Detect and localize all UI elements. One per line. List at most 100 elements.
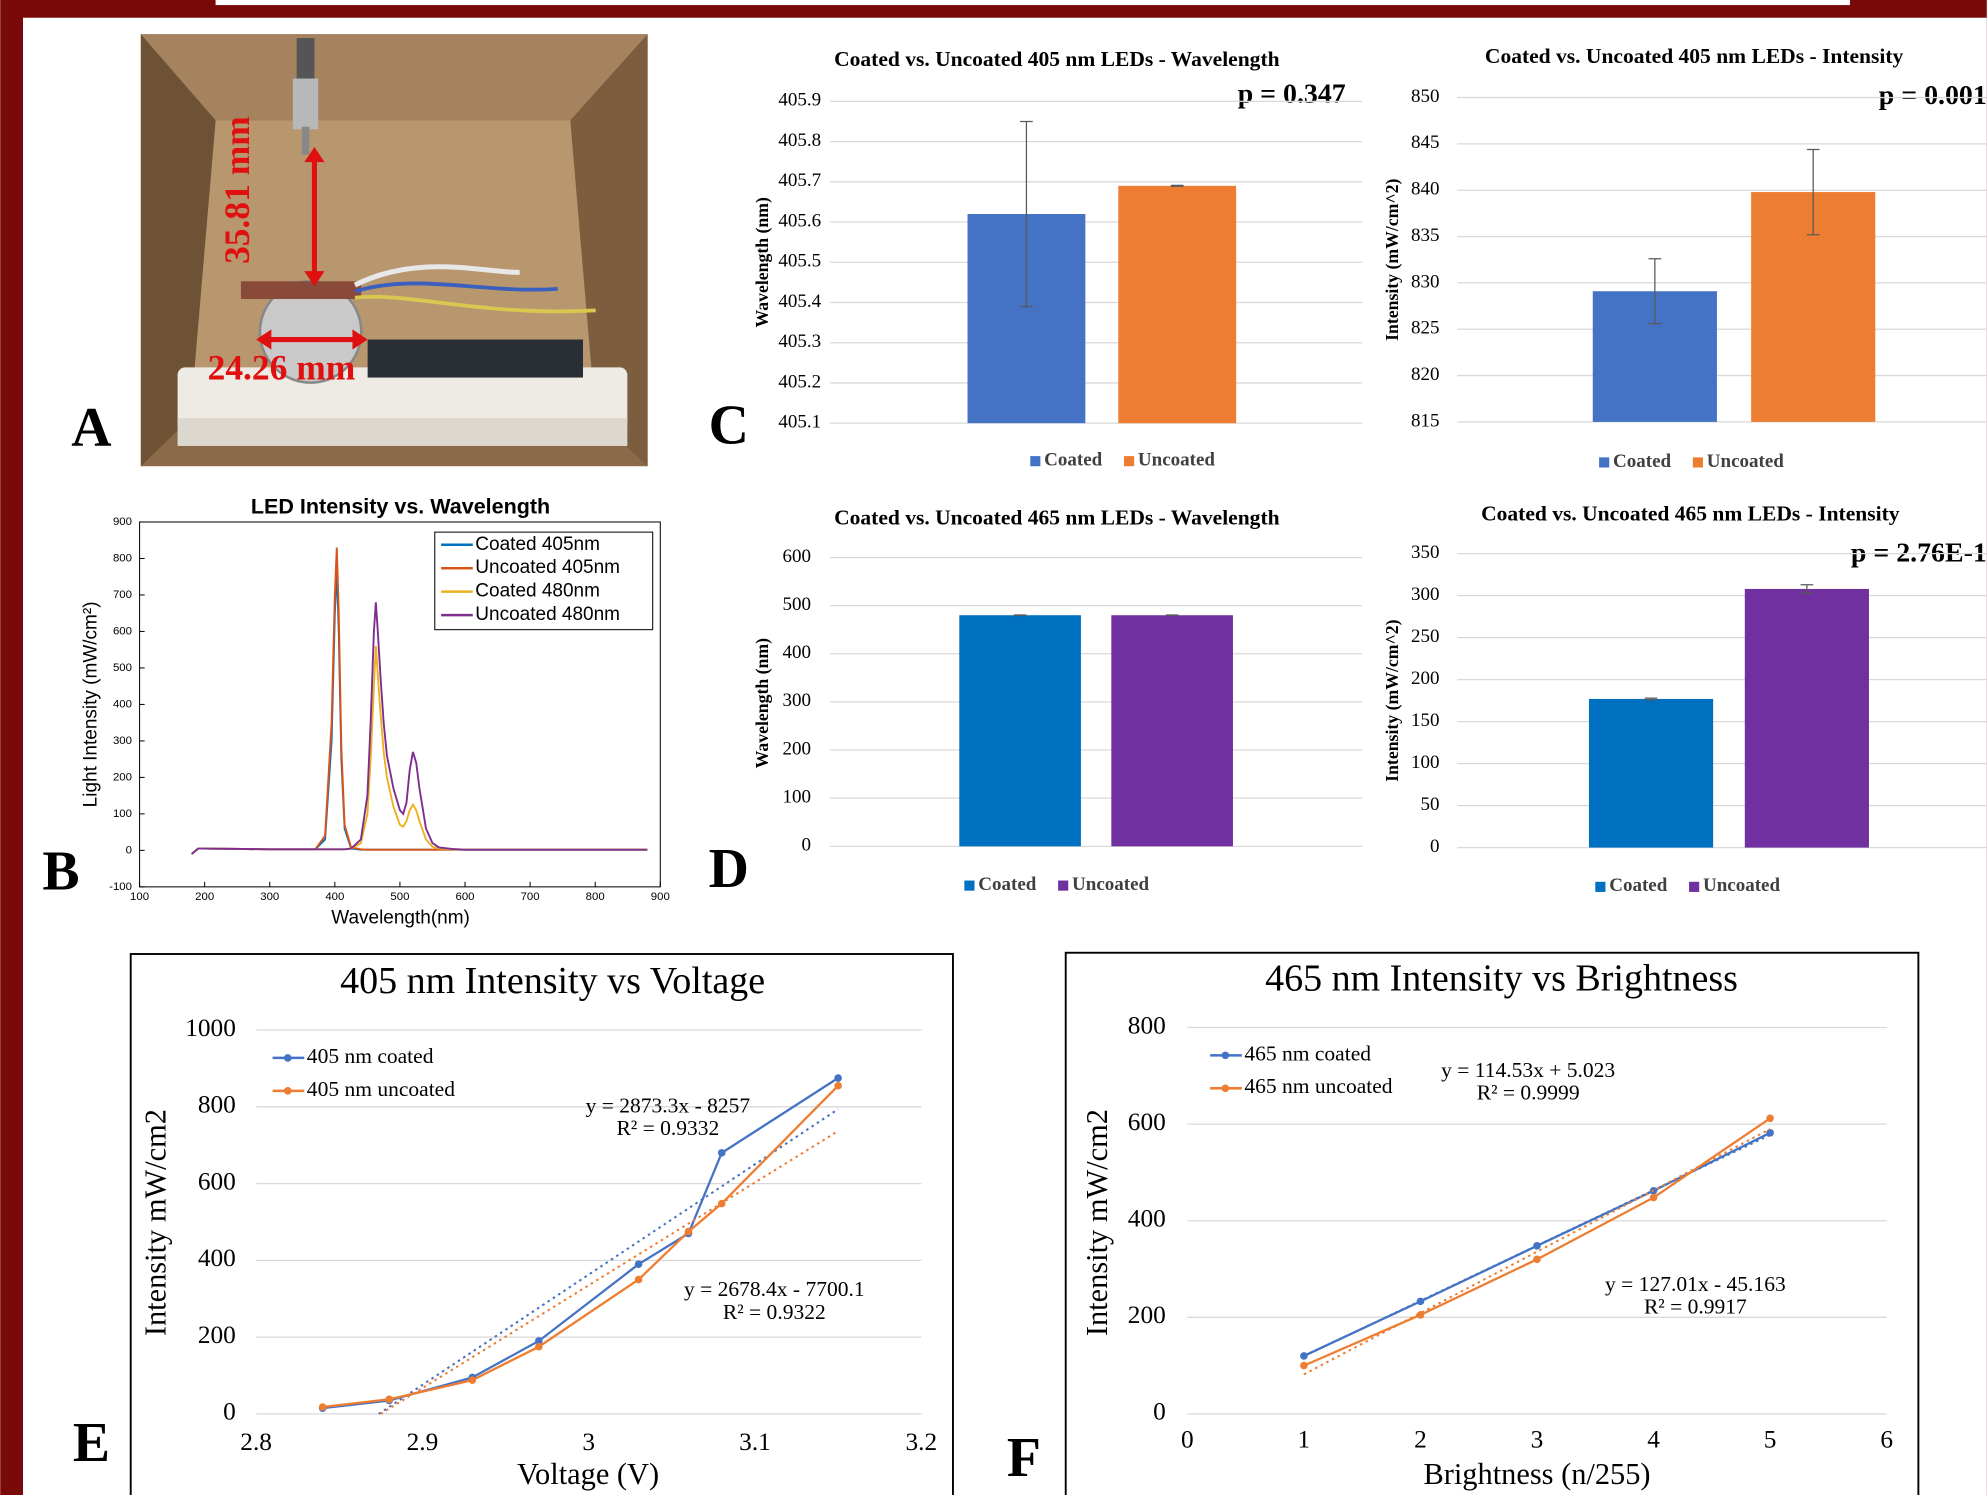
trendline-equation: y = 2678.4x - 7700.1 [684,1277,865,1301]
error-bar [1020,120,1033,308]
y-tick-label: 800 [1128,1011,1166,1039]
y-tick-label: 850 [1411,86,1440,107]
chart-title: LED Intensity vs. Wavelength [251,495,550,519]
point [684,1227,693,1236]
annotation: p = 0.001 [1879,80,1987,111]
y-tick-label: 1000 [185,1014,236,1042]
y-tick-label: 600 [198,1167,236,1195]
point [1300,1352,1308,1360]
y-tick-label: 100 [783,787,812,808]
y-tick-label: 200 [198,1321,236,1349]
y-tick-label: 400 [783,642,812,663]
x-tick-label: 6 [1880,1426,1893,1454]
legend-label: Coated 405nm [475,534,600,555]
chart-title: Coated vs. Uncoated 405 nm LEDs - Intens… [1485,44,1904,68]
trendline-r2: R² = 0.9332 [616,1116,719,1140]
chart-title: 405 nm Intensity vs Voltage [340,960,765,1002]
point [535,1342,543,1351]
legend-label: Uncoated [1707,451,1784,472]
y-tick-label: 405.5 [778,251,821,272]
x-tick-label: 800 [586,891,605,903]
y-tick-label: 0 [126,844,132,856]
x-tick-label: 900 [651,891,670,903]
point [1766,1114,1774,1123]
y-tick-label: 400 [113,698,132,710]
bar [1111,615,1233,847]
legend-marker [284,1054,292,1062]
y-tick-label: 405.7 [778,170,821,191]
y-tick-label: 830 [1411,271,1440,292]
x-tick-label: 0 [1181,1426,1194,1454]
y-tick-label: 600 [1128,1108,1166,1136]
y-tick-label: 800 [198,1091,236,1119]
y-tick-label: 600 [113,625,132,637]
panel-label: B [42,841,79,903]
x-tick-label: 3 [582,1428,595,1456]
y-tick-label: 500 [783,594,812,615]
y-tick-label: 0 [802,835,812,856]
x-axis-label: Wavelength(nm) [331,908,470,929]
y-tick-label: 0 [223,1398,236,1426]
annotation: p = 2.76E-1 [1851,537,1987,568]
y-tick-label: 500 [113,662,132,674]
x-tick-label: 2.8 [240,1428,272,1456]
legend-marker [284,1087,292,1095]
top-strip [215,0,1850,6]
panel-e-frame [129,953,954,1495]
y-tick-label: 0 [1430,836,1439,857]
legend-swatch [964,880,975,891]
point [834,1074,842,1082]
legend-swatch [1058,880,1069,891]
legend-swatch [1692,457,1703,468]
bar [959,615,1081,847]
height-label: 35.81 mm [217,116,257,264]
y-tick-label: 405.2 [778,371,821,392]
legend-label: Coated 480nm [475,581,600,602]
y-tick-label: 0 [1153,1398,1166,1426]
plot-frame [139,521,661,888]
y-tick-label: 300 [1411,584,1440,605]
point [1300,1361,1308,1370]
trendline-r2: R² = 0.9999 [1477,1081,1580,1105]
y-tick-label: 405.4 [778,291,821,312]
annotation: p = 0.347 [1238,79,1346,110]
y-tick-label: 800 [113,552,132,564]
point [1766,1128,1774,1137]
trendline [380,1130,839,1415]
legend-label: Uncoated 405nm [475,557,620,578]
legend-label: Coated [978,874,1036,895]
point [834,1081,842,1090]
y-tick-label: 300 [113,735,132,747]
point [385,1395,393,1404]
x-tick-label: 400 [325,891,344,903]
legend-label: 405 nm uncoated [307,1077,455,1101]
x-tick-label: 600 [456,891,475,903]
y-tick-label: -100 [109,881,132,893]
y-tick-label: 600 [783,546,812,567]
error-bar [1648,258,1662,325]
error-bar [1170,184,1184,187]
chart-title: Coated vs. Uncoated 465 nm LEDs - Wavele… [834,505,1280,529]
x-tick-label: 3 [1531,1426,1544,1454]
legend-label: Uncoated [1072,874,1149,895]
y-tick-label: 400 [198,1244,236,1272]
legend-label: 465 nm uncoated [1244,1074,1392,1098]
y-tick-label: 200 [783,738,812,759]
legend-swatch [1599,457,1610,468]
y-tick-label: 100 [113,808,132,820]
y-tick-label: 400 [1128,1205,1166,1233]
legend-label: 465 nm coated [1244,1041,1371,1065]
y-tick-label: 250 [1411,626,1440,647]
y-tick-label: 300 [783,690,812,711]
legend-swatch [1030,456,1041,467]
point [1416,1311,1425,1319]
point [1533,1255,1541,1264]
point [1533,1242,1541,1250]
y-tick-label: 835 [1411,225,1440,246]
x-tick-label: 2 [1414,1426,1427,1454]
y-tick-label: 100 [1411,752,1440,773]
bar [1118,185,1237,424]
legend-swatch [1689,881,1700,892]
point [717,1149,726,1157]
chart-title: 465 nm Intensity vs Brightness [1265,958,1738,1000]
